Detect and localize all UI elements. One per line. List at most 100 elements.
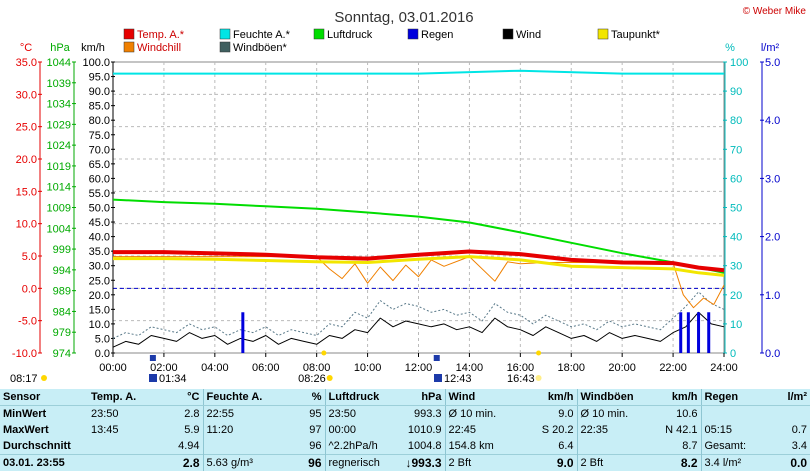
rain-b: 3.4 (791, 440, 807, 452)
hdr-rain-unit: l/m² (761, 389, 810, 406)
humidity_pct-tick-label: 50 (730, 203, 742, 215)
wind-b: 9.0 (521, 454, 578, 471)
x-tick-label: 24:00 (710, 362, 738, 374)
pressure_hpa-tick-label: 1034 (47, 99, 71, 111)
stats-row: MaxWert 13:45 5.9 11:20 97 00:00 1010.9 … (0, 422, 810, 438)
hum-time: 22:55 (206, 408, 235, 420)
temp_c-tick-label: 10.0 (16, 219, 37, 231)
x-tick-label: 04:00 (201, 362, 229, 374)
press-value: ↓993.3 (395, 454, 446, 471)
legend: Temp. A.* Feuchte A.* Luftdruck Regen Wind Ta… (123, 28, 661, 54)
legend-label: Regen (421, 29, 453, 41)
wind_kmh-tick-label: 40.0 (89, 232, 110, 244)
wind_kmh-tick-label: 85.0 (89, 101, 110, 113)
gust-a (577, 438, 651, 455)
wind_kmh-tick-label: 45.0 (89, 217, 110, 229)
rain_lm2-tick-label: 1.0 (765, 290, 780, 302)
hdr-wind: Wind (445, 389, 521, 406)
temp-axis-unit: °C (20, 42, 32, 54)
humidity_pct-tick-label: 100 (730, 57, 748, 69)
sunrise-marker (321, 350, 327, 356)
wind_kmh-tick-label: 95.0 (89, 72, 110, 84)
legend-label: Feuchte A.* (233, 29, 291, 41)
press-time: 23:50 (328, 408, 357, 420)
rain_lm2-tick-label: 2.0 (765, 232, 780, 244)
moonset-time: 01:34 (159, 373, 187, 385)
temp_c-tick-label: 25.0 (16, 122, 37, 134)
moonrise-time: 08:26 (298, 373, 326, 385)
wind_kmh-tick-label: 60.0 (89, 173, 110, 185)
wind_kmh-tick-label: 100.0 (82, 57, 110, 69)
pressure_hpa-tick-label: 984 (53, 306, 71, 318)
pressure_hpa-tick-label: 1004 (47, 223, 71, 235)
pressure_hpa-tick-label: 994 (53, 265, 71, 277)
wind_kmh-tick-label: 80.0 (89, 115, 110, 127)
temp-time (88, 438, 148, 455)
pressure_hpa-tick-label: 1039 (47, 78, 71, 90)
hdr-hum: Feuchte A. (203, 389, 283, 406)
press-value: 1010.9 (395, 422, 446, 438)
legend-swatch (123, 28, 135, 40)
rain_lm2-tick-label: 4.0 (765, 115, 780, 127)
row-label: 03.01. 23:55 (0, 454, 88, 471)
temp-value: 2.8 (148, 405, 204, 422)
wind_kmh-tick-label: 20.0 (89, 290, 110, 302)
hdr-gust: Windböen (577, 389, 651, 406)
x-tick-label: 20:00 (608, 362, 636, 374)
hdr-gust-unit: km/h (651, 389, 702, 406)
hdr-sensor: Sensor (0, 389, 88, 406)
hum-value: 96 (283, 438, 326, 455)
hdr-wind-unit: km/h (521, 389, 578, 406)
sunrise-icon (41, 375, 47, 381)
stats-header-row: Sensor Temp. A. °C Feuchte A. % Luftdruc… (0, 389, 810, 406)
rain_lm2-tick-label: 0.0 (765, 348, 780, 360)
hum-value: 97 (283, 422, 326, 438)
gust-b: N 42.1 (651, 422, 702, 438)
humidity_pct-tick-label: 20 (730, 290, 742, 302)
humidity_pct-tick-label: 0 (730, 348, 736, 360)
rain-a: 3.4 l/m² (701, 454, 761, 471)
wind_kmh-tick-label: 25.0 (89, 275, 110, 287)
moonset-icon (149, 374, 157, 382)
moonset-marker (149, 355, 156, 361)
moonrise-icon (326, 375, 333, 381)
pressure-axis-unit: hPa (50, 42, 70, 54)
x-tick-label: 06:00 (252, 362, 280, 374)
wind_kmh-tick-label: 15.0 (89, 304, 110, 316)
wind-a: 22:45 (448, 424, 477, 436)
temp_c-tick-label: -5.0 (18, 316, 37, 328)
legend-label: Wind (516, 29, 541, 41)
rain-bar (686, 312, 690, 353)
legend-swatch (597, 28, 609, 40)
hdr-temp: Temp. A. (88, 389, 148, 406)
rain_lm2-tick-label: 5.0 (765, 57, 780, 69)
series-line-feuchtea (113, 69, 724, 75)
legend-swatch (313, 28, 325, 40)
rain_lm2-tick-label: 3.0 (765, 173, 780, 185)
legend-label: Luftdruck (327, 29, 373, 41)
legend-swatch (219, 41, 231, 53)
row-label: MaxWert (3, 424, 49, 436)
series-line-tempa (113, 249, 725, 273)
stats-row: MinWert 23:50 2.8 22:55 95 23:50 993.3 Ø… (0, 405, 810, 422)
hdr-press-unit: hPa (395, 389, 446, 406)
temp_c-tick-label: 0.0 (22, 283, 37, 295)
humidity_pct-tick-label: 90 (730, 86, 742, 98)
series-line-taupunkt (113, 255, 725, 277)
x-tick-label: 22:00 (659, 362, 687, 374)
chart-title: Sonntag, 03.01.2016 (334, 9, 473, 26)
series-line-luftdruck (112, 198, 725, 274)
wind_kmh-tick-label: 5.0 (95, 333, 110, 345)
pressure_hpa-tick-label: 979 (53, 327, 71, 339)
x-tick-label: 18:00 (557, 362, 585, 374)
x-tick-label: 02:00 (150, 362, 178, 374)
hum-value: 95 (283, 405, 326, 422)
wind_kmh-tick-label: 30.0 (89, 261, 110, 273)
pressure_hpa-tick-label: 1014 (47, 182, 71, 194)
wind-a: Ø 10 min. (448, 408, 497, 420)
wind-a: 154.8 km (448, 440, 494, 452)
temp-value: 4.94 (148, 438, 204, 455)
pressure_hpa-tick-label: 1024 (47, 140, 71, 152)
wind_kmh-tick-label: 55.0 (89, 188, 110, 200)
